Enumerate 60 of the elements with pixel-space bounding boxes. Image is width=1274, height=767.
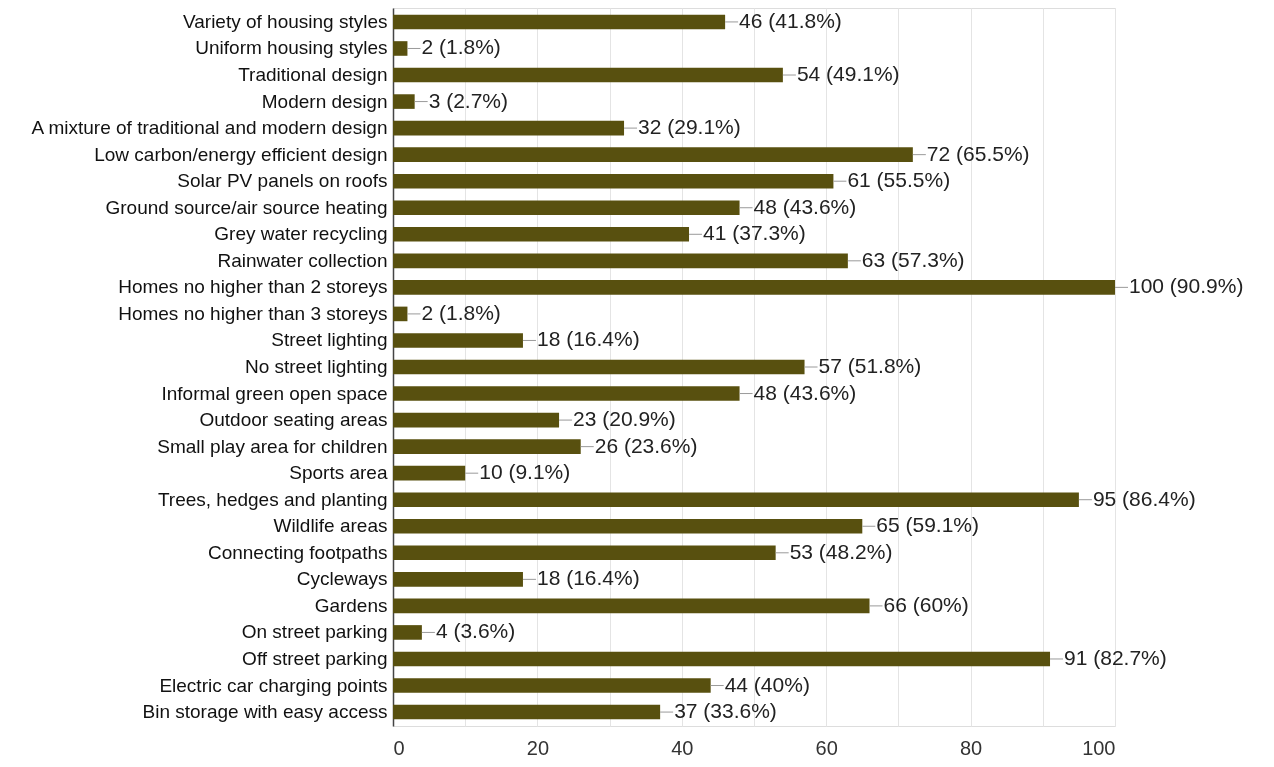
x-tick-label: 0	[393, 736, 405, 759]
data-label: 2 (1.8%)	[421, 35, 501, 59]
data-label: 37 (33.6%)	[674, 699, 777, 723]
y-tick-label: Street lighting	[271, 329, 388, 351]
data-label: 54 (49.1%)	[796, 62, 900, 86]
data-label: 4 (3.6%)	[435, 619, 516, 643]
data-label: 46 (41.8%)	[739, 8, 842, 32]
y-tick-label: Rainwater collection	[217, 249, 388, 271]
y-tick-label: Small play area for children	[157, 435, 388, 457]
x-tick-label: 80	[959, 736, 983, 759]
y-tick-label: Variety of housing styles	[182, 10, 388, 32]
data-label: 57 (51.8%)	[818, 354, 922, 377]
y-tick-label: No street lighting	[244, 356, 388, 377]
data-label: 61 (55.5%)	[847, 168, 951, 192]
y-tick-label: Wildlife areas	[273, 515, 388, 537]
data-label: 44 (40%)	[724, 672, 810, 696]
y-tick-label: Trees, hedges and planting	[157, 488, 388, 510]
data-label: 41 (37.3%)	[703, 221, 806, 245]
data-label: 66 (60%)	[883, 592, 969, 616]
y-tick-label: On street parking	[241, 621, 388, 643]
y-tick-label: Outdoor seating areas	[199, 409, 388, 431]
data-label: 100 (90.9%)	[1129, 274, 1244, 298]
y-tick-label: Uniform housing styles	[195, 37, 388, 59]
data-label: 63 (57.3%)	[861, 247, 965, 271]
x-tick-label: 100	[1082, 736, 1116, 759]
y-tick-label: Grey water recycling	[214, 223, 388, 245]
data-label: 23 (20.9%)	[573, 407, 676, 431]
y-tick-label: Solar PV panels on roofs	[177, 170, 388, 192]
y-tick-label: Connecting footpaths	[207, 541, 388, 563]
data-label: 48 (43.6%)	[753, 380, 857, 404]
y-tick-label: Homes no higher than 3 storeys	[118, 302, 388, 324]
data-label: 26 (23.6%)	[594, 433, 698, 457]
y-tick-label: Sports area	[289, 462, 388, 484]
x-tick-label: 60	[815, 736, 838, 759]
data-label: 32 (29.1%)	[638, 115, 741, 139]
y-tick-label: Informal green open space	[161, 382, 388, 404]
data-label: 18 (16.4%)	[536, 566, 640, 590]
x-tick-label: 20	[526, 736, 550, 759]
data-label: 91 (82.7%)	[1064, 645, 1167, 669]
data-label: 3 (2.7%)	[428, 88, 509, 112]
y-tick-label: Cycleways	[296, 568, 388, 590]
y-tick-label: Modern design	[261, 90, 388, 112]
data-label: 10 (9.1%)	[479, 460, 571, 484]
y-tick-label: Traditional design	[238, 64, 388, 86]
y-tick-label: Electric car charging points	[159, 674, 388, 696]
data-label: 72 (65.5%)	[926, 141, 1030, 165]
y-tick-label: Homes no higher than 2 storeys	[118, 276, 388, 298]
y-tick-label: Low carbon/energy efficient design	[94, 143, 388, 165]
data-label: 95 (86.4%)	[1092, 486, 1196, 510]
x-tick-label: 40	[671, 736, 694, 759]
y-tick-label: A mixture of traditional and modern design	[31, 117, 388, 139]
data-label: 53 (48.2%)	[789, 539, 893, 563]
data-label: 18 (16.4%)	[536, 327, 640, 351]
data-label: 65 (59.1%)	[876, 513, 980, 537]
y-tick-label: Off street parking	[242, 647, 388, 669]
y-tick-label: Bin storage with easy access	[142, 701, 388, 723]
y-tick-label: Ground source/air source heating	[105, 196, 388, 218]
y-tick-label: Gardens	[314, 594, 388, 616]
data-label: 2 (1.8%)	[421, 300, 501, 324]
data-label: 48 (43.6%)	[753, 194, 857, 218]
